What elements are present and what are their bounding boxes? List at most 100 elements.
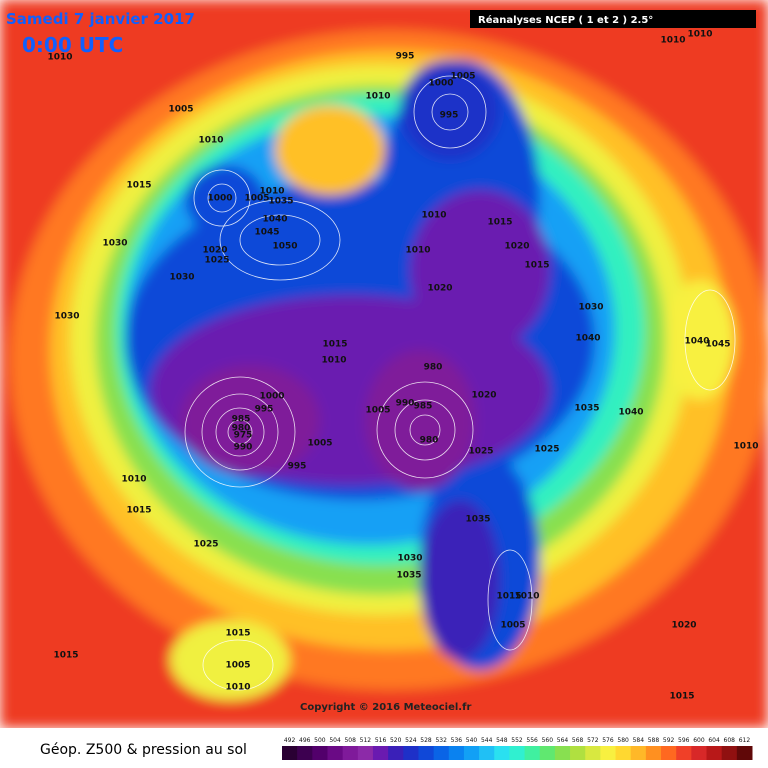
isobar-label: 1010 [421,211,446,221]
isobar-label: 985 [414,402,433,412]
isobar-label: 990 [234,443,253,453]
isobar-label: 1040 [618,408,643,418]
isobar-label: 1000 [259,392,284,402]
isobar-label: 980 [420,436,439,446]
isobar-label: 1020 [202,246,227,256]
colorbar-tick-label: 564 [557,737,569,744]
copyright: Copyright © 2016 Meteociel.fr [300,702,471,713]
colorbar-cell [570,746,586,760]
map-date: Samedi 7 janvier 2017 [6,10,195,28]
isobar-label: 1025 [193,540,218,550]
isobar-label: 1010 [198,136,223,146]
isobar-label: 980 [424,363,443,373]
colorbar-cell [327,746,344,760]
colorbar-cell [615,746,632,760]
isobar-label: 1035 [465,515,490,525]
colorbar-tick-label: 516 [375,737,387,744]
isobar-label: 985 [232,415,251,425]
isobar-label: 995 [440,111,459,121]
colorbar-tick-label: 612 [739,737,751,744]
isobar-label: 1010 [405,246,430,256]
isobar-label: 1005 [307,439,332,449]
isobar-label: 1005 [225,661,250,671]
source-box [470,10,756,28]
colorbar-cell [418,746,435,760]
isobar-label: 1020 [427,284,452,294]
caption: Géop. Z500 & pression au sol [40,742,247,758]
colorbar-tick-label: 576 [602,737,614,744]
isobar-label: 1030 [169,273,194,283]
isobar-label: 1015 [322,340,347,350]
colorbar-tick-label: 592 [663,737,675,744]
colorbar-tick-label: 532 [435,737,447,744]
colorbar-tick-label: 508 [344,737,356,744]
colorbar-tick-label: 512 [360,737,372,744]
isobar-label: 1025 [468,447,493,457]
colorbar-cell [509,746,526,760]
geopotential-field [0,0,768,728]
isobar-label: 1015 [487,218,512,228]
colorbar-tick-label: 536 [451,737,463,744]
colorbar-tick-label: 604 [708,737,720,744]
isobar-label: 1010 [514,592,539,602]
isobar-label: 1030 [102,239,127,249]
isobar-label: 1020 [671,621,696,631]
colorbar-cell [539,746,556,760]
colorbar-cell [524,746,541,760]
colorbar-tick-label: 552 [511,737,523,744]
isobar-label: 980 [232,424,251,434]
colorbar-tick-label: 568 [572,737,584,744]
isobar-label: 1010 [225,683,250,693]
colorbar-cell [403,746,419,760]
isobar-label: 1015 [53,651,78,661]
colorbar-cell [585,746,601,760]
colorbar-cell [463,746,480,760]
isobar-label: 1010 [47,53,72,63]
colorbar-cell [342,746,359,760]
isobar-label: 1015 [225,629,250,639]
isobar-label: 1025 [534,445,559,455]
isobar-label: 1040 [575,334,600,344]
isobar-label: 990 [396,399,415,409]
colorbar-tick-label: 608 [724,737,736,744]
isobar-label: 1005 [244,194,269,204]
isobar-label: 1045 [705,340,730,350]
isobar-label: 1015 [669,692,694,702]
isobar-label: 995 [288,462,307,472]
colorbar-cell [282,746,298,760]
isobar-label: 1020 [471,391,496,401]
colorbar-tick-label: 524 [405,737,417,744]
isobar-label: 1010 [321,356,346,366]
isobar-label: 1015 [496,592,521,602]
isobar-label: 1010 [660,36,685,46]
colorbar-tick-label: 560 [542,737,554,744]
isobar-label: 1005 [168,105,193,115]
isobar-label: 1010 [121,475,146,485]
isobar-label: 1035 [268,197,293,207]
isobar-label: 1035 [396,571,421,581]
source-label: Réanalyses NCEP ( 1 et 2 ) 2.5° [478,14,653,26]
isobar-label: 1000 [207,194,232,204]
colorbar-cell [630,746,647,760]
isobar-label: 1045 [254,228,279,238]
isobar-lines [184,75,736,691]
colorbar-cell [554,746,571,760]
colorbar-tick-label: 596 [678,737,690,744]
colorbar-tick-label: 588 [648,737,660,744]
isobar-label: 1040 [684,337,709,347]
colorbar-cell [600,746,617,760]
isobar-label: 1010 [259,187,284,197]
colorbar-cell [691,746,708,760]
colorbar-tick-label: 580 [617,737,629,744]
colorbar-tick-label: 584 [633,737,645,744]
colorbar-cell [676,746,692,760]
colorbar-cell [312,746,328,760]
isobar-label: 1005 [450,72,475,82]
isobar-label: 1010 [687,30,712,40]
isobar-label: 1010 [733,442,758,452]
colorbar-tick-label: 572 [587,737,599,744]
colorbar-cell [736,746,753,760]
colorbar-tick-label: 548 [496,737,508,744]
